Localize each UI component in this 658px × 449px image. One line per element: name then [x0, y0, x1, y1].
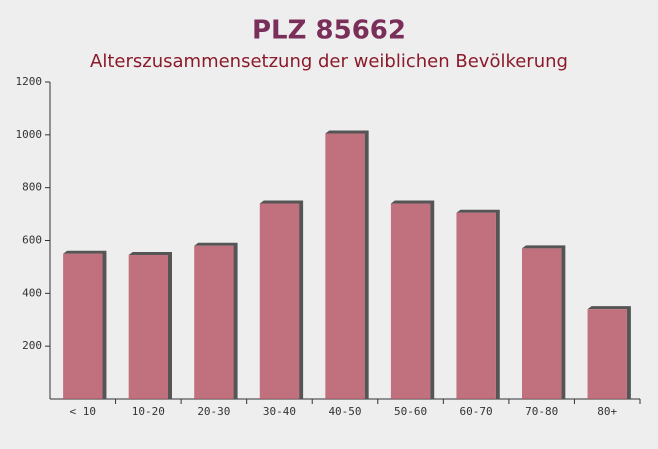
y-tick-label: 1000: [16, 128, 43, 141]
bar: [390, 203, 431, 399]
bar: [63, 253, 103, 399]
x-tick-label: 20-30: [197, 405, 230, 418]
bar: [587, 309, 627, 399]
x-tick-label: 40-50: [328, 405, 361, 418]
x-tick-label: 10-20: [132, 405, 165, 418]
y-tick-label: 400: [22, 286, 42, 299]
y-tick-label: 600: [22, 234, 42, 247]
x-tick-label: 70-80: [525, 405, 558, 418]
bar: [128, 255, 168, 399]
bar: [259, 203, 300, 399]
x-tick-label: 30-40: [263, 405, 296, 418]
y-tick-label: 800: [22, 181, 42, 194]
y-tick-label: 1200: [16, 75, 43, 88]
x-tick-label: 50-60: [394, 405, 427, 418]
bar: [456, 212, 496, 399]
bar: [522, 248, 562, 399]
x-tick-label: < 10: [70, 405, 97, 418]
chart-title: PLZ 85662: [252, 16, 406, 46]
x-tick-label: 80+: [597, 405, 617, 418]
bar: [325, 133, 365, 399]
chart-subtitle: Alterszusammensetzung der weiblichen Bev…: [90, 51, 568, 72]
x-tick-label: 60-70: [460, 405, 493, 418]
y-tick-label: 200: [22, 339, 42, 352]
bar: [194, 245, 234, 399]
